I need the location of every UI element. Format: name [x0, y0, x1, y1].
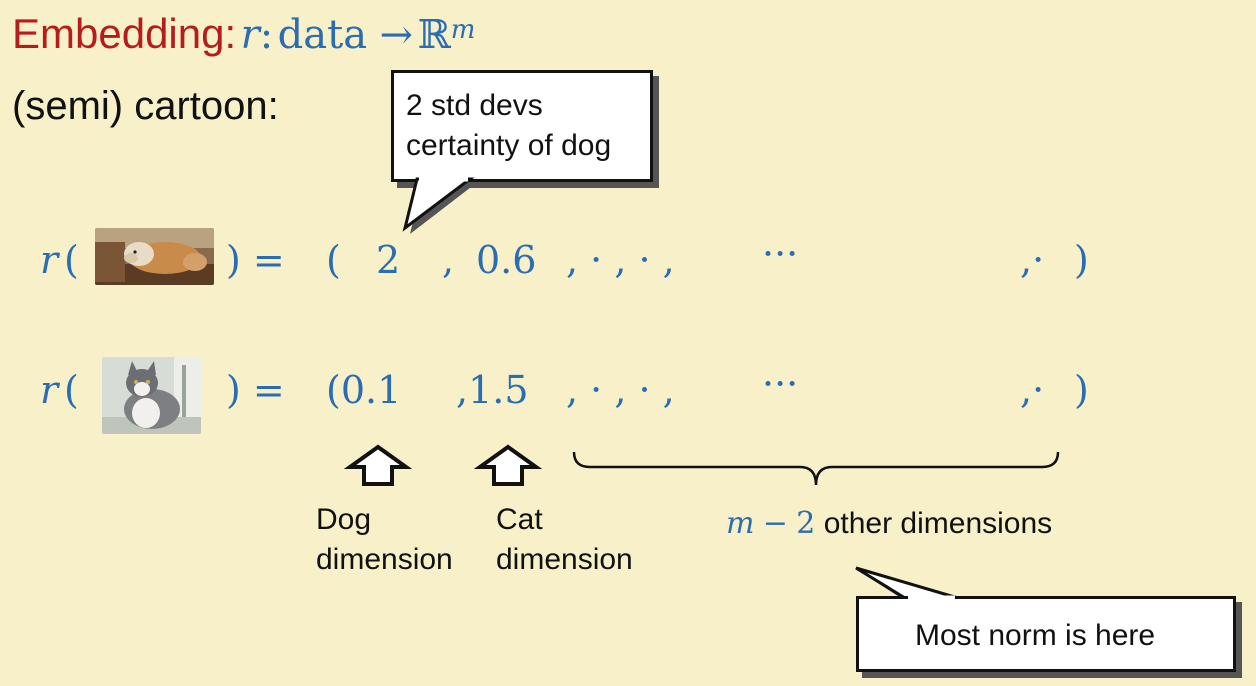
other-dimensions-brace [572, 451, 1060, 486]
other-dimensions-label: m − 2 other dimensions [726, 506, 1052, 541]
cat-dimension-arrow-icon [473, 444, 543, 486]
dog-row-r: r [40, 238, 59, 282]
title-arrow: → [379, 12, 414, 58]
cat-dimension-label-line1: Cat [496, 503, 543, 536]
other-minus: − [762, 506, 788, 541]
other-m: m [726, 506, 755, 541]
subtitle: (semi) cartoon: [12, 84, 279, 128]
cat-row-close-eq: ) = [226, 368, 285, 412]
dog-image [95, 228, 214, 285]
other-rest: other dimensions [823, 507, 1053, 540]
slide-title: Embedding: r: data → ℝm [12, 10, 475, 58]
callout-bottom-text: Most norm is here [915, 619, 1156, 652]
cat-row-last: ,· [1020, 368, 1045, 412]
dog-row-dots: , · , · , [566, 238, 675, 282]
title-word: Embedding: [12, 10, 237, 57]
cat-row-vec-close: ) [1074, 368, 1089, 412]
dog-image-art [95, 228, 214, 285]
dog-dimension-label: Dog dimension [316, 500, 453, 580]
dog-row-ellipsis: ··· [762, 232, 799, 276]
dog-row-vec-open: ( [326, 238, 341, 282]
dog-row-v2: 0.6 [476, 238, 537, 282]
cat-row-v2: ,1.5 [456, 368, 529, 412]
callout-top: 2 std devs certainty of dog [391, 70, 653, 182]
dog-dimension-arrow-icon [343, 444, 413, 486]
dog-row-comma1: , [442, 238, 455, 282]
dog-row-v1: 2 [376, 238, 401, 282]
callout-bottom: Most norm is here [856, 596, 1236, 672]
cat-dimension-label: Cat dimension [496, 500, 633, 580]
dog-row-vec-close: ) [1074, 238, 1089, 282]
cat-image [102, 357, 201, 434]
cat-row-ellipsis: ··· [762, 362, 799, 406]
cat-image-art [102, 357, 201, 434]
cat-row-r: r [40, 368, 59, 412]
dog-dimension-label-line2: dimension [316, 543, 453, 576]
cat-row-dots: , · , · , [566, 368, 675, 412]
title-data: data [277, 12, 368, 58]
title-r: r [240, 12, 260, 58]
title-sup: m [450, 14, 476, 45]
cat-row-open-paren: ( [64, 368, 79, 412]
other-two: 2 [796, 506, 816, 541]
title-colon: : [259, 12, 274, 58]
callout-top-line1: 2 std devs [406, 89, 543, 122]
dog-dimension-label-line1: Dog [316, 503, 372, 536]
callout-top-line2: certainty of dog [406, 129, 612, 162]
title-space: ℝ [417, 12, 451, 58]
dog-row-open-paren: ( [64, 238, 79, 282]
dog-row-close-eq: ) = [226, 238, 285, 282]
dog-row-last: ,· [1020, 238, 1045, 282]
cat-row-v1: (0.1 [326, 368, 402, 412]
cat-dimension-label-line2: dimension [496, 543, 633, 576]
